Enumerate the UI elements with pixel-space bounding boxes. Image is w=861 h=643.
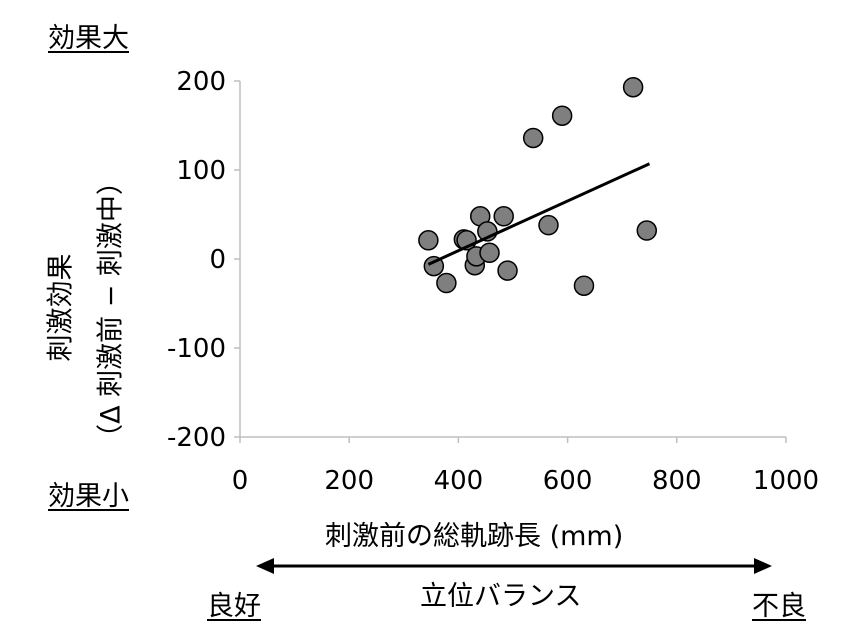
y-axis-label-line1: 刺激効果 (45, 253, 77, 362)
x-tick-label: 200 (324, 466, 374, 496)
effect-small-label: 効果小 (48, 481, 129, 512)
data-point (622, 76, 644, 98)
data-points (418, 76, 658, 296)
data-point (436, 272, 457, 294)
axes (234, 80, 787, 443)
x-tick-label: 0 (232, 466, 249, 496)
x-axis-label: 刺激前の総軌跡長 (mm) (325, 521, 624, 552)
trendline-group (427, 162, 651, 266)
arrow-head-right (754, 558, 772, 574)
balance-arrow (256, 558, 772, 574)
data-point (493, 206, 514, 227)
data-point (418, 230, 439, 251)
arrow-head-left (256, 558, 274, 574)
y-axis-label-line2: （Δ 刺激前 − 刺激中） (95, 168, 127, 451)
y-tick-label: -100 (167, 334, 226, 364)
x-tick-label: 400 (434, 466, 484, 496)
x-tick-label: 600 (543, 466, 593, 496)
y-tick-label: 0 (209, 245, 226, 275)
data-point (423, 255, 445, 277)
trendline (427, 162, 651, 266)
data-point (479, 242, 500, 264)
y-axis-label: 刺激効果 （Δ 刺激前 − 刺激中） (10, 168, 127, 451)
data-point (573, 275, 595, 296)
y-tick-labels: 200 100 0 -100 -200 (167, 67, 226, 453)
balance-label: 立位バランス (420, 581, 582, 612)
data-point (551, 105, 573, 126)
data-point (538, 214, 559, 236)
y-tick-label: -200 (167, 423, 226, 453)
effect-large-label: 効果大 (48, 23, 129, 54)
x-tick-label: 800 (652, 466, 702, 496)
y-tick-label: 200 (176, 67, 226, 97)
y-tick-label: 100 (176, 156, 226, 186)
data-point (636, 220, 658, 241)
data-point (497, 260, 518, 281)
data-point (522, 127, 544, 149)
poor-label: 不良 (752, 591, 806, 622)
good-label: 良好 (207, 591, 261, 622)
x-tick-labels: 0 200 400 600 800 1000 (232, 466, 819, 496)
x-tick-label: 1000 (753, 466, 819, 496)
